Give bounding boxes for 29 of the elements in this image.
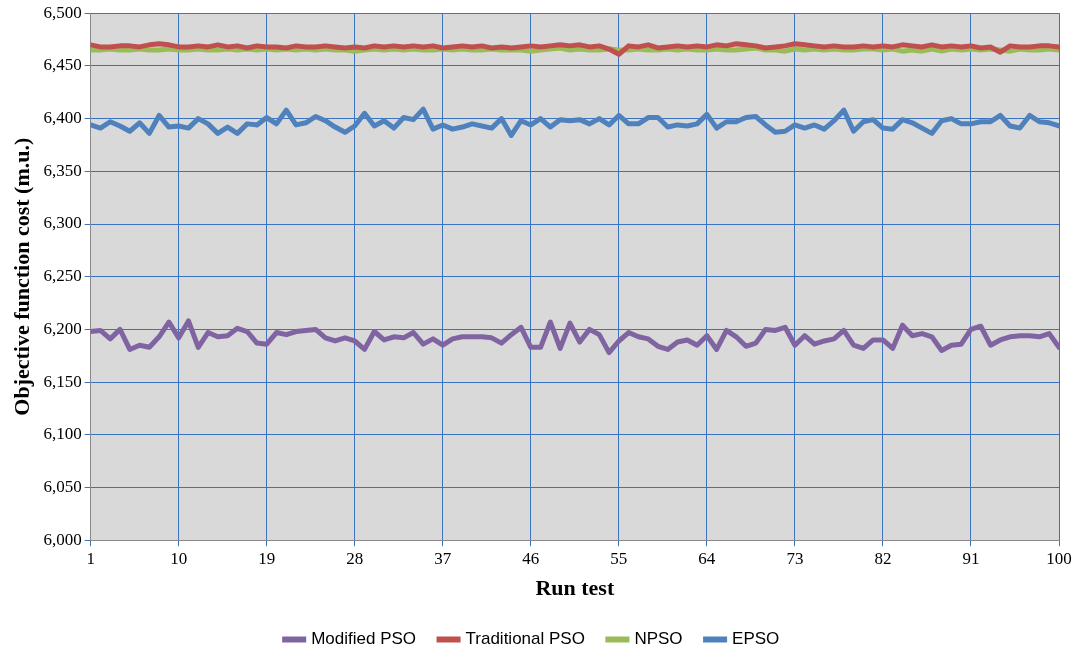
x-tick-label: 100 [1046, 548, 1072, 568]
y-tick-label: 6,050 [43, 476, 82, 496]
y-tick-label: 6,400 [43, 108, 82, 128]
x-tick-label: 19 [258, 548, 276, 568]
x-tick-label: 1 [86, 548, 95, 568]
y-tick-label: 6,450 [43, 55, 82, 75]
x-tick-label: 73 [786, 548, 804, 568]
x-tick-label: 28 [346, 548, 364, 568]
legend-label: NPSO [634, 629, 683, 649]
x-tick-label: 55 [610, 548, 628, 568]
y-tick-label: 6,100 [43, 424, 82, 444]
y-tick-label: 6,200 [43, 318, 82, 338]
y-axis-title: Objective function cost (m.u.) [8, 137, 34, 416]
y-tick-label: 6,250 [43, 266, 82, 286]
legend-label: Traditional PSO [465, 629, 585, 649]
legend-label: EPSO [732, 629, 780, 649]
x-tick-label: 82 [874, 548, 892, 568]
x-tick-label: 10 [170, 548, 188, 568]
x-tick-label: 91 [962, 548, 980, 568]
x-tick-label: 46 [522, 548, 540, 568]
x-tick-label: 37 [434, 548, 452, 568]
legend-label: Modified PSO [311, 629, 417, 649]
y-tick-label: 6,350 [43, 160, 82, 180]
y-tick-label: 6,150 [43, 371, 82, 391]
x-axis-title: Run test [535, 575, 615, 601]
y-tick-label: 6,300 [43, 213, 82, 233]
x-tick-label: 64 [698, 548, 716, 568]
y-tick-label: 6,500 [43, 2, 82, 22]
y-tick-label: 6,000 [43, 529, 82, 549]
